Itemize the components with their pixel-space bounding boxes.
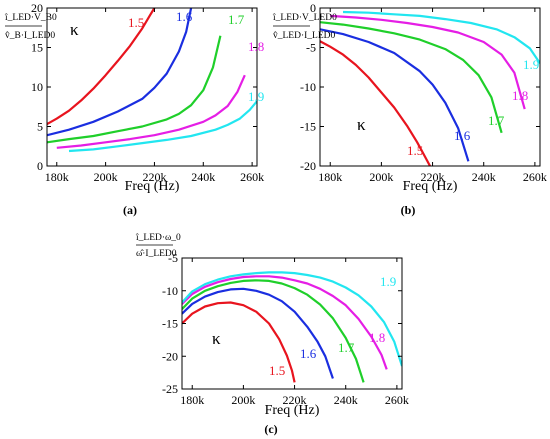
y-tick-label: 20	[31, 1, 43, 15]
panel-b: 180k 200k 220k 240k 260k -20 -15 -10 -5 0 Freq (Hz…	[272, 1, 547, 217]
series-line-1.6	[47, 8, 193, 137]
x-axis-label: Freq (Hz)	[403, 179, 458, 194]
kappa-symbol: κ	[70, 20, 79, 39]
panel-caption: (c)	[264, 422, 277, 436]
series-line-1.7	[320, 21, 503, 134]
panel-caption: (b)	[401, 203, 416, 217]
plot-frame	[319, 7, 541, 167]
y-tick-label: 5	[37, 120, 43, 134]
series-label-1.8: 1.8	[512, 88, 528, 103]
y-tick-label: -20	[300, 159, 316, 173]
x-tick-label: 180k	[45, 170, 69, 184]
series-label-1.9: 1.9	[380, 274, 396, 289]
y-axis-label-denominator: v̂_LED·I_LED0	[273, 30, 336, 41]
series-label-1.9: 1.9	[523, 57, 539, 72]
series-line-1.5	[182, 301, 296, 383]
y-tick-label: -25	[162, 382, 178, 396]
y-tick-label: 0	[310, 1, 316, 15]
series-label-1.6: 1.6	[300, 346, 317, 361]
series-label-1.8: 1.8	[248, 39, 264, 54]
panel-c: 180k 200k 220k 240k 260k -25 -20 -15 -10 -5 Freq (…	[135, 233, 409, 436]
series-label-1.6: 1.6	[454, 128, 471, 143]
x-tick-label: 200k	[231, 393, 255, 407]
series-label-1.5: 1.5	[269, 363, 285, 378]
x-axis-label: Freq (Hz)	[125, 179, 180, 194]
x-tick-label: 260k	[385, 393, 409, 407]
y-axis-label-numerator: î_LED·ω_0	[135, 233, 181, 243]
series-label-1.9: 1.9	[248, 89, 264, 104]
y-axis-label-denominator: v̂_B·I_LED0	[5, 30, 55, 41]
x-tick-label: 220k	[142, 170, 166, 184]
series-label-1.5: 1.5	[128, 15, 144, 30]
x-tick-label: 180k	[180, 393, 204, 407]
panel-caption: (a)	[123, 203, 137, 217]
x-tick-label: 240k	[334, 393, 358, 407]
x-tick-label: 220k	[283, 393, 307, 407]
series-line-1.7	[47, 35, 222, 144]
series-line-1.6	[182, 287, 334, 379]
series-label-1.8: 1.8	[369, 330, 385, 345]
series-line-1.6	[320, 28, 470, 162]
x-tick-label: 200k	[94, 170, 118, 184]
series-line-1.8	[182, 275, 388, 370]
x-tick-label: 200k	[369, 170, 393, 184]
x-axis-label: Freq (Hz)	[265, 403, 320, 418]
panel-a: 180k 200k 220k 240k 260k 0 5 10 15 20 Freq (Hz) î_L…	[4, 1, 264, 217]
series-label-1.7: 1.7	[338, 340, 355, 355]
x-tick-label: 180k	[318, 170, 342, 184]
y-tick-label: 10	[31, 80, 43, 94]
series-line-1.5	[47, 8, 156, 126]
y-tick-label: -15	[300, 120, 316, 134]
y-tick-label: -15	[162, 317, 178, 331]
series-line-1.9	[68, 100, 257, 153]
y-tick-label: 15	[31, 41, 43, 55]
series-label-1.7: 1.7	[228, 12, 245, 27]
series-line-1.8	[330, 14, 526, 110]
y-tick-label: -5	[306, 41, 316, 55]
y-tick-label: -20	[162, 349, 178, 363]
x-tick-label: 260k	[523, 170, 547, 184]
x-tick-label: 260k	[240, 170, 264, 184]
y-axis-label-numerator: î_LED·V_LED0	[272, 13, 337, 23]
series-line-1.5	[320, 40, 431, 166]
series-label-1.5: 1.5	[407, 143, 423, 158]
x-tick-label: 240k	[472, 170, 496, 184]
x-tick-label: 220k	[421, 170, 445, 184]
series-line-1.9	[182, 271, 402, 367]
series-label-1.7: 1.7	[488, 113, 505, 128]
series-line-1.7	[182, 279, 365, 383]
y-tick-label: -10	[162, 284, 178, 298]
series-line-1.9	[342, 10, 540, 64]
kappa-symbol: κ	[212, 329, 221, 348]
y-tick-label: -5	[168, 251, 178, 265]
x-tick-label: 240k	[191, 170, 215, 184]
y-axis-label-numerator: î_LED·V_B0	[4, 13, 57, 23]
kappa-symbol: κ	[357, 115, 366, 134]
y-tick-label: -10	[300, 80, 316, 94]
series-line-1.8	[56, 74, 246, 149]
y-axis-label-denominator: ω̂·I_LED0	[136, 248, 177, 259]
series-label-1.6: 1.6	[176, 9, 193, 24]
y-tick-label: 0	[37, 159, 43, 173]
